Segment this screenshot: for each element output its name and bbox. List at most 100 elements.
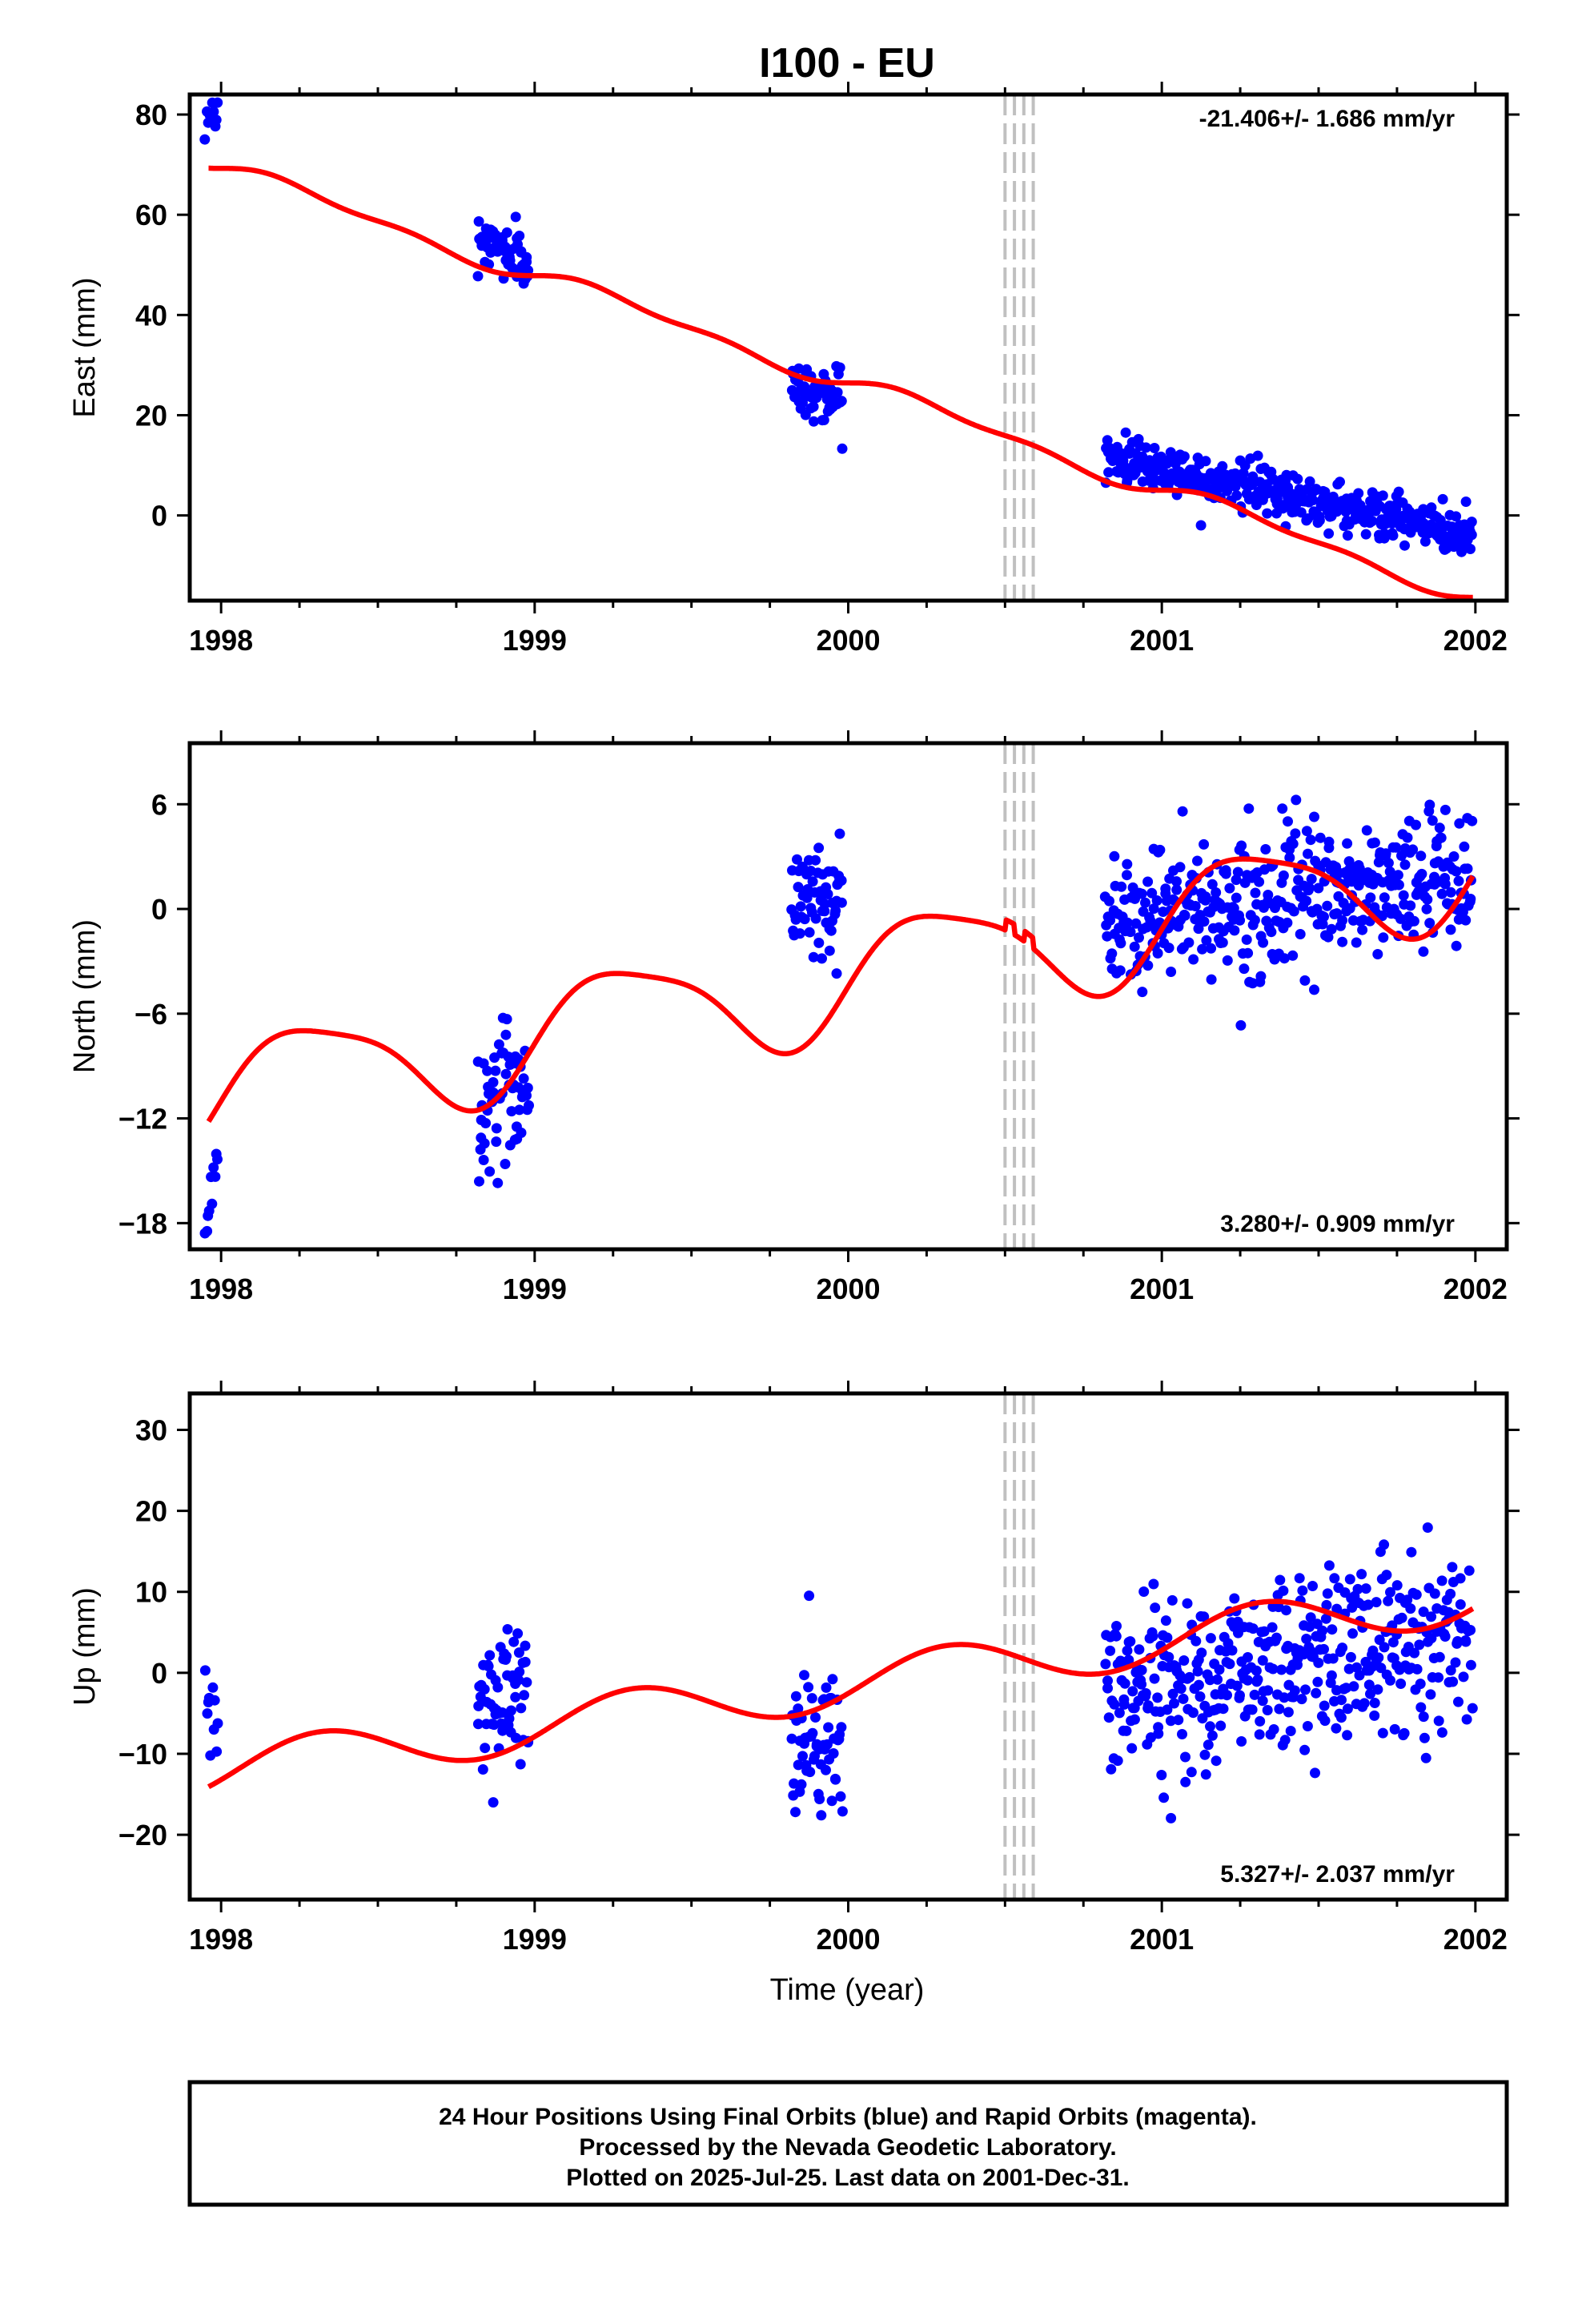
- up-point: [1178, 1693, 1189, 1704]
- up-point: [1453, 1696, 1464, 1707]
- north-point: [1295, 929, 1306, 939]
- north-point: [479, 1138, 490, 1149]
- up-point: [1243, 1675, 1253, 1686]
- up-point: [1123, 1655, 1134, 1666]
- north-point: [492, 1177, 504, 1188]
- up-point: [836, 1722, 847, 1733]
- up-point: [483, 1661, 494, 1672]
- north-point: [1279, 953, 1290, 964]
- up-point: [1165, 1715, 1176, 1727]
- up-point: [521, 1677, 532, 1688]
- up-point: [479, 1683, 490, 1695]
- north-point: [1105, 915, 1116, 926]
- north-point: [1451, 940, 1462, 951]
- up-point: [1102, 1675, 1113, 1687]
- north-point: [1445, 887, 1456, 898]
- up-point: [1118, 1699, 1130, 1710]
- up-point: [1405, 1603, 1416, 1614]
- east-point: [472, 271, 484, 282]
- up-point: [516, 1703, 527, 1714]
- up-point: [1311, 1687, 1322, 1699]
- north-point: [1115, 938, 1126, 949]
- east-point: [1262, 508, 1273, 519]
- north-point: [1137, 987, 1148, 998]
- up-point: [1186, 1767, 1197, 1778]
- up-point: [1271, 1632, 1282, 1643]
- north-point: [1236, 840, 1247, 851]
- up-point: [1381, 1570, 1392, 1581]
- north-point: [1418, 946, 1429, 957]
- up-model-line: [207, 1598, 1475, 1790]
- up-point: [1326, 1670, 1337, 1681]
- up-point: [1310, 1767, 1320, 1779]
- north-point: [1177, 806, 1188, 817]
- north-point: [1254, 876, 1265, 887]
- up-point: [504, 1713, 515, 1724]
- north-point: [1258, 937, 1269, 948]
- up-point: [790, 1807, 801, 1818]
- north-point: [488, 1077, 499, 1088]
- up-point: [1106, 1763, 1117, 1775]
- north-point: [1125, 927, 1136, 938]
- north-point: [1171, 884, 1182, 895]
- north-point: [1415, 850, 1427, 862]
- north-point: [1392, 870, 1403, 881]
- up-point: [1391, 1580, 1403, 1591]
- east-point: [790, 388, 801, 399]
- up-point: [1259, 1626, 1270, 1637]
- up-point: [484, 1650, 496, 1661]
- north-point: [1228, 903, 1239, 914]
- north-x-tick-label: 2000: [816, 1273, 880, 1305]
- east-point: [521, 251, 532, 263]
- east-point: [1292, 473, 1303, 485]
- footer-box: 24 Hour Positions Using Final Orbits (bl…: [187, 2080, 1509, 2207]
- up-point: [1373, 1652, 1384, 1663]
- up-point: [1102, 1683, 1113, 1694]
- up-point: [207, 1682, 219, 1693]
- up-point: [1229, 1593, 1240, 1604]
- up-point: [212, 1718, 223, 1729]
- up-point: [1247, 1623, 1259, 1634]
- up-point: [1363, 1679, 1375, 1691]
- east-point: [1252, 450, 1263, 461]
- up-point: [1415, 1679, 1426, 1690]
- north-point: [1411, 819, 1421, 830]
- up-point: [1402, 1594, 1413, 1606]
- north-point: [1342, 838, 1353, 849]
- up-point: [1319, 1715, 1331, 1727]
- up-point: [1279, 1692, 1290, 1703]
- up-point: [1420, 1752, 1431, 1763]
- north-point: [1459, 841, 1470, 852]
- north-point: [1235, 915, 1246, 926]
- up-point: [1411, 1589, 1422, 1600]
- up-point: [1214, 1664, 1225, 1675]
- north-point: [1200, 891, 1211, 903]
- north-point: [1243, 803, 1255, 814]
- north-point: [524, 1100, 534, 1111]
- north-point: [491, 1123, 502, 1134]
- east-point: [808, 401, 819, 412]
- up-point: [1212, 1674, 1223, 1685]
- north-point: [1319, 911, 1329, 923]
- up-point: [480, 1743, 491, 1754]
- footer-line-1: 24 Hour Positions Using Final Orbits (bl…: [439, 2104, 1257, 2130]
- north-point: [1140, 897, 1150, 908]
- east-point: [1217, 460, 1228, 472]
- east-point: [510, 211, 521, 223]
- up-point: [1180, 1751, 1191, 1763]
- north-point: [1361, 825, 1372, 836]
- up-point: [1192, 1666, 1203, 1677]
- up-point: [803, 1682, 814, 1693]
- north-point: [514, 1104, 525, 1116]
- up-point: [1274, 1703, 1285, 1715]
- up-point: [1281, 1605, 1291, 1616]
- north-point: [500, 1068, 512, 1080]
- up-point: [1336, 1695, 1347, 1706]
- north-point: [1211, 887, 1222, 898]
- up-point: [1445, 1665, 1456, 1676]
- up-point: [1406, 1546, 1417, 1558]
- up-point: [1191, 1635, 1202, 1647]
- up-point: [1203, 1739, 1214, 1751]
- east-observations: [199, 97, 1477, 557]
- up-point: [1458, 1671, 1469, 1683]
